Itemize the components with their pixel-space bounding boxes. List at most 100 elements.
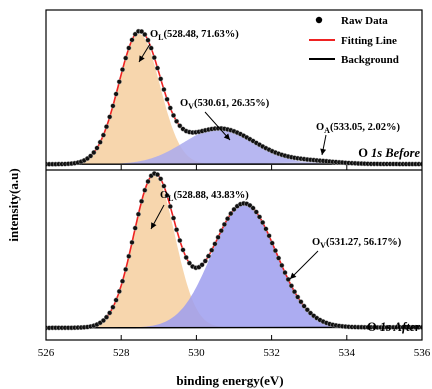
raw-data-point <box>205 253 212 259</box>
raw-data-point <box>167 105 173 111</box>
annotation-arrowhead <box>320 148 327 155</box>
raw-data-point <box>304 307 310 313</box>
peak-fill-l <box>46 34 422 165</box>
raw-data-point <box>126 45 132 51</box>
panel-after <box>46 170 422 331</box>
legend-background-label: Background <box>341 54 399 66</box>
raw-data-point <box>183 254 189 261</box>
x-axis-ticks: 526 528 530 532 534 536 <box>38 165 431 359</box>
raw-data-point <box>123 55 129 61</box>
raw-data-point <box>132 31 138 37</box>
x-tick-label: 532 <box>263 347 280 359</box>
x-tick-label: 526 <box>38 347 55 359</box>
raw-data-point <box>250 205 256 211</box>
raw-data-point <box>100 132 106 138</box>
raw-data-point <box>135 211 141 217</box>
raw-data-point <box>180 247 186 253</box>
raw-data-point <box>225 216 231 222</box>
raw-data-point <box>266 233 272 239</box>
raw-data-point <box>291 289 298 295</box>
annotation-arrowhead <box>223 133 230 140</box>
raw-data-point <box>167 203 173 210</box>
raw-data-point <box>161 86 167 93</box>
x-tick-label: 534 <box>339 347 356 359</box>
raw-data-point <box>110 103 116 109</box>
raw-data-point <box>247 202 253 208</box>
raw-data-point <box>145 37 151 43</box>
raw-data-point <box>174 118 180 124</box>
raw-data-point <box>221 221 227 227</box>
raw-data-point <box>97 139 103 145</box>
legend-raw-data-marker <box>315 16 323 24</box>
peak-label-l: OL(528.88, 43.83%) <box>160 190 249 203</box>
raw-data-point <box>253 209 259 215</box>
raw-data-point <box>103 314 110 320</box>
raw-data-point <box>116 288 122 294</box>
annotation-arrow <box>204 111 231 141</box>
raw-data-point <box>151 55 157 61</box>
raw-data-point <box>177 123 183 129</box>
raw-data-point <box>116 79 122 85</box>
raw-data-point <box>209 247 215 253</box>
plot-frame <box>45 9 423 341</box>
raw-data-point <box>154 65 161 71</box>
panel-before <box>46 28 422 167</box>
raw-data-point <box>123 266 129 272</box>
peak-label-l: OL(528.48, 71.63%) <box>150 29 239 42</box>
legend-raw-data-label: Raw Data <box>341 15 388 27</box>
raw-data-point <box>272 248 278 254</box>
raw-data-point <box>199 262 205 268</box>
raw-data-point <box>88 153 94 159</box>
raw-data-point <box>110 304 116 310</box>
y-axis-label: intensity(a.u) <box>6 168 21 241</box>
raw-data-point <box>174 227 180 233</box>
raw-data-point <box>279 262 285 268</box>
raw-data-point <box>139 28 145 35</box>
raw-data-point <box>107 114 113 120</box>
raw-data-point <box>158 176 164 182</box>
x-tick-label: 528 <box>113 347 130 359</box>
peak-fill-v <box>46 128 422 165</box>
raw-data-point <box>129 37 135 43</box>
raw-data-point <box>228 211 234 217</box>
raw-data-point <box>215 234 221 240</box>
raw-data-point <box>132 225 138 231</box>
peak-annotations: OL(528.48, 71.63%) OV(530.61, 26.35%) OA(5… <box>138 29 402 280</box>
raw-data-point <box>170 215 177 221</box>
annotation-arrowhead <box>290 272 297 279</box>
raw-data-point <box>301 303 307 309</box>
raw-data-point <box>113 297 119 303</box>
raw-data-point <box>154 172 161 178</box>
annotation-arrowhead <box>139 55 145 62</box>
raw-data-point <box>139 198 145 204</box>
raw-data-point <box>145 178 151 185</box>
panel-label-before: O 1s Before <box>358 146 420 160</box>
annotation-arrowhead <box>151 222 157 229</box>
panel-label-after: O 1s After <box>367 320 420 334</box>
raw-data-point <box>164 192 170 199</box>
raw-data-point <box>269 240 275 246</box>
raw-data-point <box>170 112 177 118</box>
raw-data-point <box>119 67 126 73</box>
annotation-arrow <box>289 250 319 280</box>
raw-data-point <box>256 214 263 220</box>
x-axis-label: binding energy(eV) <box>176 373 283 388</box>
raw-data-point <box>295 294 301 300</box>
raw-data-point <box>148 45 154 51</box>
raw-data-point <box>158 76 164 82</box>
raw-data-point <box>276 255 282 261</box>
raw-data-point <box>164 96 170 102</box>
raw-data-point <box>161 183 167 189</box>
raw-data-point <box>260 219 266 226</box>
raw-data-point <box>113 91 119 97</box>
raw-data-point <box>129 239 135 245</box>
raw-data-point <box>100 317 106 324</box>
raw-data-point <box>231 206 237 212</box>
raw-data-point <box>298 299 304 305</box>
peak-label-v: OV(530.61, 26.35%) <box>180 98 270 111</box>
raw-data-point <box>307 310 314 316</box>
x-tick-label: 530 <box>188 347 205 359</box>
raw-data-point <box>218 228 224 234</box>
raw-data-point <box>103 124 110 130</box>
